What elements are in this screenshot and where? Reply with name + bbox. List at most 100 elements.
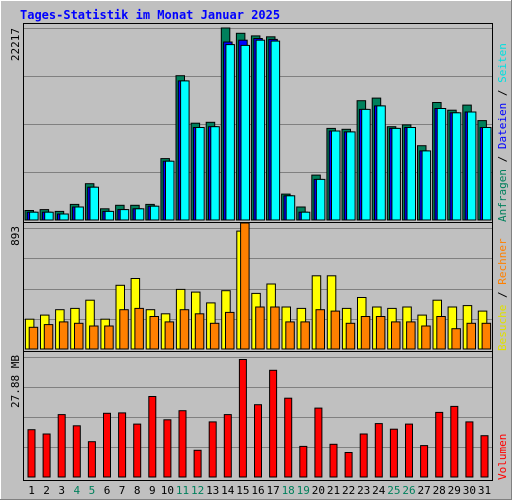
bar-seiten-day-17 xyxy=(270,40,281,221)
x-axis-day-labels: 1 2 3 4 5 6 7 8 9 10 11 12 13 14 15 16 17 18 19 20 21 22 23 24 2… xyxy=(28,484,491,497)
bar-volumen-day-16 xyxy=(254,404,262,478)
bar-seiten-day-31 xyxy=(482,127,492,221)
bar-rechner-day-14 xyxy=(225,311,235,350)
bar-rechner-day-17 xyxy=(270,306,280,350)
bar-volumen-day-2 xyxy=(42,433,51,478)
x-label-day-9: 9 xyxy=(149,484,156,497)
bar-rechner-day-30 xyxy=(466,322,476,350)
panel2-ymax-label: 893 xyxy=(9,226,22,246)
bar-volumen-day-5 xyxy=(87,441,96,478)
bar-rechner-day-24 xyxy=(375,316,386,350)
legend-dateien: Dateien xyxy=(496,103,509,149)
bar-volumen-day-17 xyxy=(269,369,278,478)
bar-volumen-day-4 xyxy=(72,425,81,478)
bar-rechner-day-21 xyxy=(330,310,341,350)
x-label-day-20: 20 xyxy=(312,484,325,497)
bar-volumen-day-31 xyxy=(480,435,489,478)
x-label-day-19: 19 xyxy=(297,484,310,497)
bar-volumen-day-25 xyxy=(389,428,398,478)
x-label-day-15: 15 xyxy=(236,484,249,497)
bar-volumen-day-1 xyxy=(27,429,36,478)
x-label-day-26: 26 xyxy=(402,484,415,497)
plot-frame xyxy=(23,23,493,481)
bar-seiten-day-26 xyxy=(406,127,416,221)
panel3-ymax-label: 27.88 MB xyxy=(9,355,22,408)
x-label-day-28: 28 xyxy=(433,484,446,497)
legend-anfragen: Anfragen xyxy=(496,169,509,222)
legend-seiten: Seiten xyxy=(496,43,509,83)
bar-rechner-day-11 xyxy=(179,309,190,350)
bar-seiten-day-22 xyxy=(346,131,356,221)
bar-seiten-day-5 xyxy=(89,186,99,221)
bar-volumen-day-8 xyxy=(133,423,142,478)
bar-rechner-day-28 xyxy=(436,316,446,350)
bar-seiten-day-14 xyxy=(225,44,235,221)
bar-volumen-day-27 xyxy=(420,445,429,478)
bar-seiten-day-3 xyxy=(59,213,69,221)
bar-volumen-day-22 xyxy=(344,452,353,478)
x-label-day-7: 7 xyxy=(119,484,126,497)
bar-rechner-day-15 xyxy=(240,222,250,350)
legend-sep-3: / xyxy=(496,285,509,305)
bar-seiten-day-4 xyxy=(74,206,84,221)
x-label-day-4: 4 xyxy=(73,484,80,497)
bar-rechner-day-7 xyxy=(119,309,129,350)
bar-seiten-day-21 xyxy=(331,130,341,221)
bar-volumen-day-7 xyxy=(118,412,127,478)
bar-rechner-day-6 xyxy=(104,325,114,350)
x-label-day-17: 17 xyxy=(266,484,279,497)
x-label-day-13: 13 xyxy=(206,484,219,497)
bar-seiten-day-13 xyxy=(210,126,220,221)
bar-seiten-day-25 xyxy=(391,127,401,221)
bar-seiten-day-2 xyxy=(44,211,54,221)
bar-rechner-day-8 xyxy=(134,307,144,350)
bar-rechner-day-1 xyxy=(28,326,39,350)
bar-rechner-day-27 xyxy=(421,325,431,350)
bar-rechner-day-19 xyxy=(300,321,310,350)
bar-volumen-day-14 xyxy=(223,414,232,478)
bar-seiten-day-27 xyxy=(421,150,432,221)
bar-rechner-day-18 xyxy=(285,321,295,350)
x-label-day-21: 21 xyxy=(327,484,340,497)
x-label-day-16: 16 xyxy=(251,484,264,497)
bar-seiten-day-1 xyxy=(29,211,39,221)
bar-seiten-day-11 xyxy=(180,80,190,221)
x-label-day-14: 14 xyxy=(221,484,235,497)
x-label-day-8: 8 xyxy=(134,484,141,497)
bar-seiten-day-23 xyxy=(361,108,371,221)
bar-volumen-day-11 xyxy=(178,410,187,478)
x-label-day-10: 10 xyxy=(161,484,174,497)
bar-rechner-day-26 xyxy=(406,321,416,350)
x-label-day-2: 2 xyxy=(43,484,50,497)
bar-seiten-day-28 xyxy=(436,108,447,221)
bar-rechner-day-31 xyxy=(481,322,492,350)
bar-volumen-day-29 xyxy=(450,405,459,478)
legend-volumen: Volumen xyxy=(496,434,509,480)
bar-rechner-day-29 xyxy=(451,328,461,350)
bar-rechner-day-22 xyxy=(345,322,356,350)
bar-volumen-day-26 xyxy=(405,423,413,478)
bar-rechner-day-20 xyxy=(315,309,325,350)
x-label-day-27: 27 xyxy=(417,484,430,497)
legend-sep-2: / xyxy=(496,83,509,103)
bar-rechner-day-5 xyxy=(89,325,99,350)
legend-sep-1: / xyxy=(496,149,509,169)
bar-volumen-day-13 xyxy=(208,421,217,478)
x-label-day-31: 31 xyxy=(478,484,491,497)
panel3-legend: Volumen xyxy=(496,434,509,480)
x-label-day-24: 24 xyxy=(372,484,386,497)
bar-seiten-day-9 xyxy=(149,205,160,221)
bar-seiten-day-16 xyxy=(255,39,266,221)
bar-seiten-day-10 xyxy=(165,160,175,221)
bar-rechner-day-25 xyxy=(391,321,401,350)
bar-rechner-day-12 xyxy=(194,313,205,350)
panel1-legend: Anfragen / Dateien / Seiten xyxy=(496,43,509,222)
bar-volumen-day-19 xyxy=(299,445,308,478)
legend-besuche: Besuche xyxy=(496,305,509,351)
bar-volumen-day-30 xyxy=(465,421,474,478)
x-label-day-3: 3 xyxy=(58,484,65,497)
bar-seiten-day-6 xyxy=(104,210,115,221)
bar-volumen-day-10 xyxy=(163,419,172,478)
bar-volumen-day-28 xyxy=(435,411,444,478)
